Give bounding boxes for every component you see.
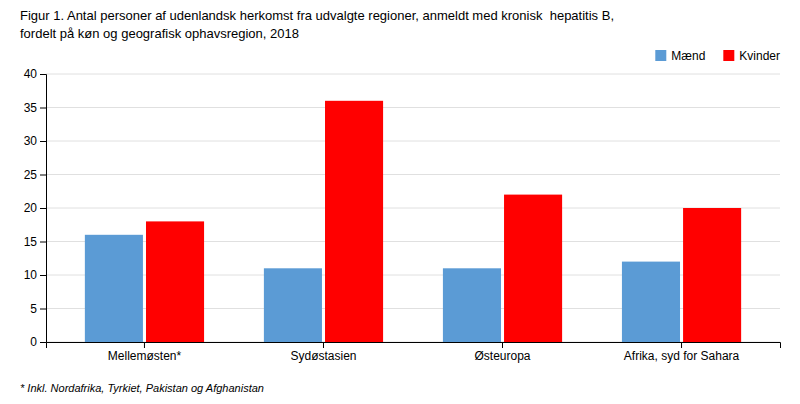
y-tick: 10 (24, 268, 46, 282)
y-tick-label: 35 (24, 101, 38, 115)
legend-label: Kvinder (739, 49, 780, 63)
subtitle: fordelt på køn og geografisk ophavsregio… (20, 26, 299, 41)
y-tick: 40 (24, 67, 46, 81)
y-tick-mark (40, 141, 46, 142)
y-tick-label: 15 (24, 235, 38, 249)
legend-swatch (723, 50, 734, 61)
bar (683, 208, 741, 342)
grid-line (46, 74, 780, 75)
bar (325, 101, 383, 342)
legend: Mænd Kvinder (655, 49, 780, 63)
y-tick: 5 (30, 302, 46, 316)
y-tick-label: 30 (24, 134, 38, 148)
bar (622, 262, 680, 342)
bar (443, 268, 501, 342)
bars (85, 101, 741, 342)
bar (264, 268, 322, 342)
y-tick-mark (40, 275, 46, 276)
x-tick-label: Afrika, syd for Sahara (624, 349, 740, 363)
y-tick-mark (40, 74, 46, 75)
y-tick-mark (40, 309, 46, 310)
y-tick: 35 (24, 101, 46, 115)
y-tick-mark (40, 175, 46, 176)
title: Figur 1. Antal personer af udenlandsk he… (20, 8, 614, 23)
y-tick-mark (40, 108, 46, 109)
grid-line (46, 141, 780, 142)
y-tick-label: 20 (24, 201, 38, 215)
x-tick: Mellemøsten* (108, 342, 182, 363)
x-tick-label: Østeuropa (474, 349, 530, 363)
y-tick-label: 25 (24, 168, 38, 182)
bar (504, 195, 562, 342)
y-tick: 30 (24, 134, 46, 148)
chart: Figur 1. Antal personer af udenlandsk he… (0, 0, 800, 404)
x-tick-mark (502, 342, 503, 348)
x-tick: Sydøstasien (290, 342, 356, 363)
y-tick: 15 (24, 235, 46, 249)
y-tick-label: 5 (30, 302, 37, 316)
grid-line (46, 107, 780, 108)
legend-swatch (655, 50, 666, 61)
y-tick-label: 0 (30, 335, 37, 349)
grid (46, 74, 780, 342)
bar (85, 235, 143, 342)
y-tick-label: 40 (24, 67, 38, 81)
x-tick-mark (323, 342, 324, 348)
legend-item: Mænd (655, 49, 705, 63)
y-tick: 20 (24, 201, 46, 215)
y-axis: 0 5 10 15 20 25 30 35 40 (24, 67, 47, 349)
x-tick: Afrika, syd for Sahara (624, 342, 740, 363)
legend-label: Mænd (671, 49, 705, 63)
y-tick-mark (40, 242, 46, 243)
x-axis-line (47, 343, 781, 349)
grid-line (46, 174, 780, 175)
x-tick: Østeuropa (474, 342, 530, 363)
x-axis: Mellemøsten* Sydøstasien Østeuropa Afrika, … (47, 342, 781, 363)
footnote: * Inkl. Nordafrika, Tyrkiet, Pakistan og… (20, 382, 264, 394)
x-tick-mark (681, 342, 682, 348)
x-tick-label: Sydøstasien (290, 349, 356, 363)
bar-series (146, 101, 741, 342)
y-tick: 0 (30, 335, 46, 349)
x-tick-mark (144, 342, 145, 348)
y-axis-line (40, 75, 47, 343)
grid-line (46, 208, 780, 209)
x-tick-label: Mellemøsten* (108, 349, 182, 363)
bar (146, 221, 204, 342)
y-tick-label: 10 (24, 268, 38, 282)
y-tick-mark (40, 208, 46, 209)
legend-item: Kvinder (723, 49, 780, 63)
y-tick-mark (40, 342, 46, 343)
y-tick: 25 (24, 168, 46, 182)
